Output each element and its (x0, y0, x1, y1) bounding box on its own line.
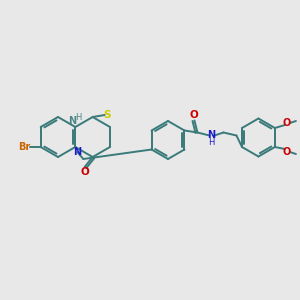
Text: S: S (103, 110, 110, 120)
Text: H: H (208, 138, 214, 147)
Text: O: O (283, 147, 291, 157)
Text: H: H (75, 112, 82, 122)
Text: N: N (73, 147, 81, 157)
Text: O: O (80, 167, 89, 177)
Text: Br: Br (19, 142, 31, 152)
Text: N: N (207, 130, 215, 140)
Text: O: O (189, 110, 198, 121)
Text: O: O (283, 118, 291, 128)
Text: N: N (68, 116, 76, 126)
